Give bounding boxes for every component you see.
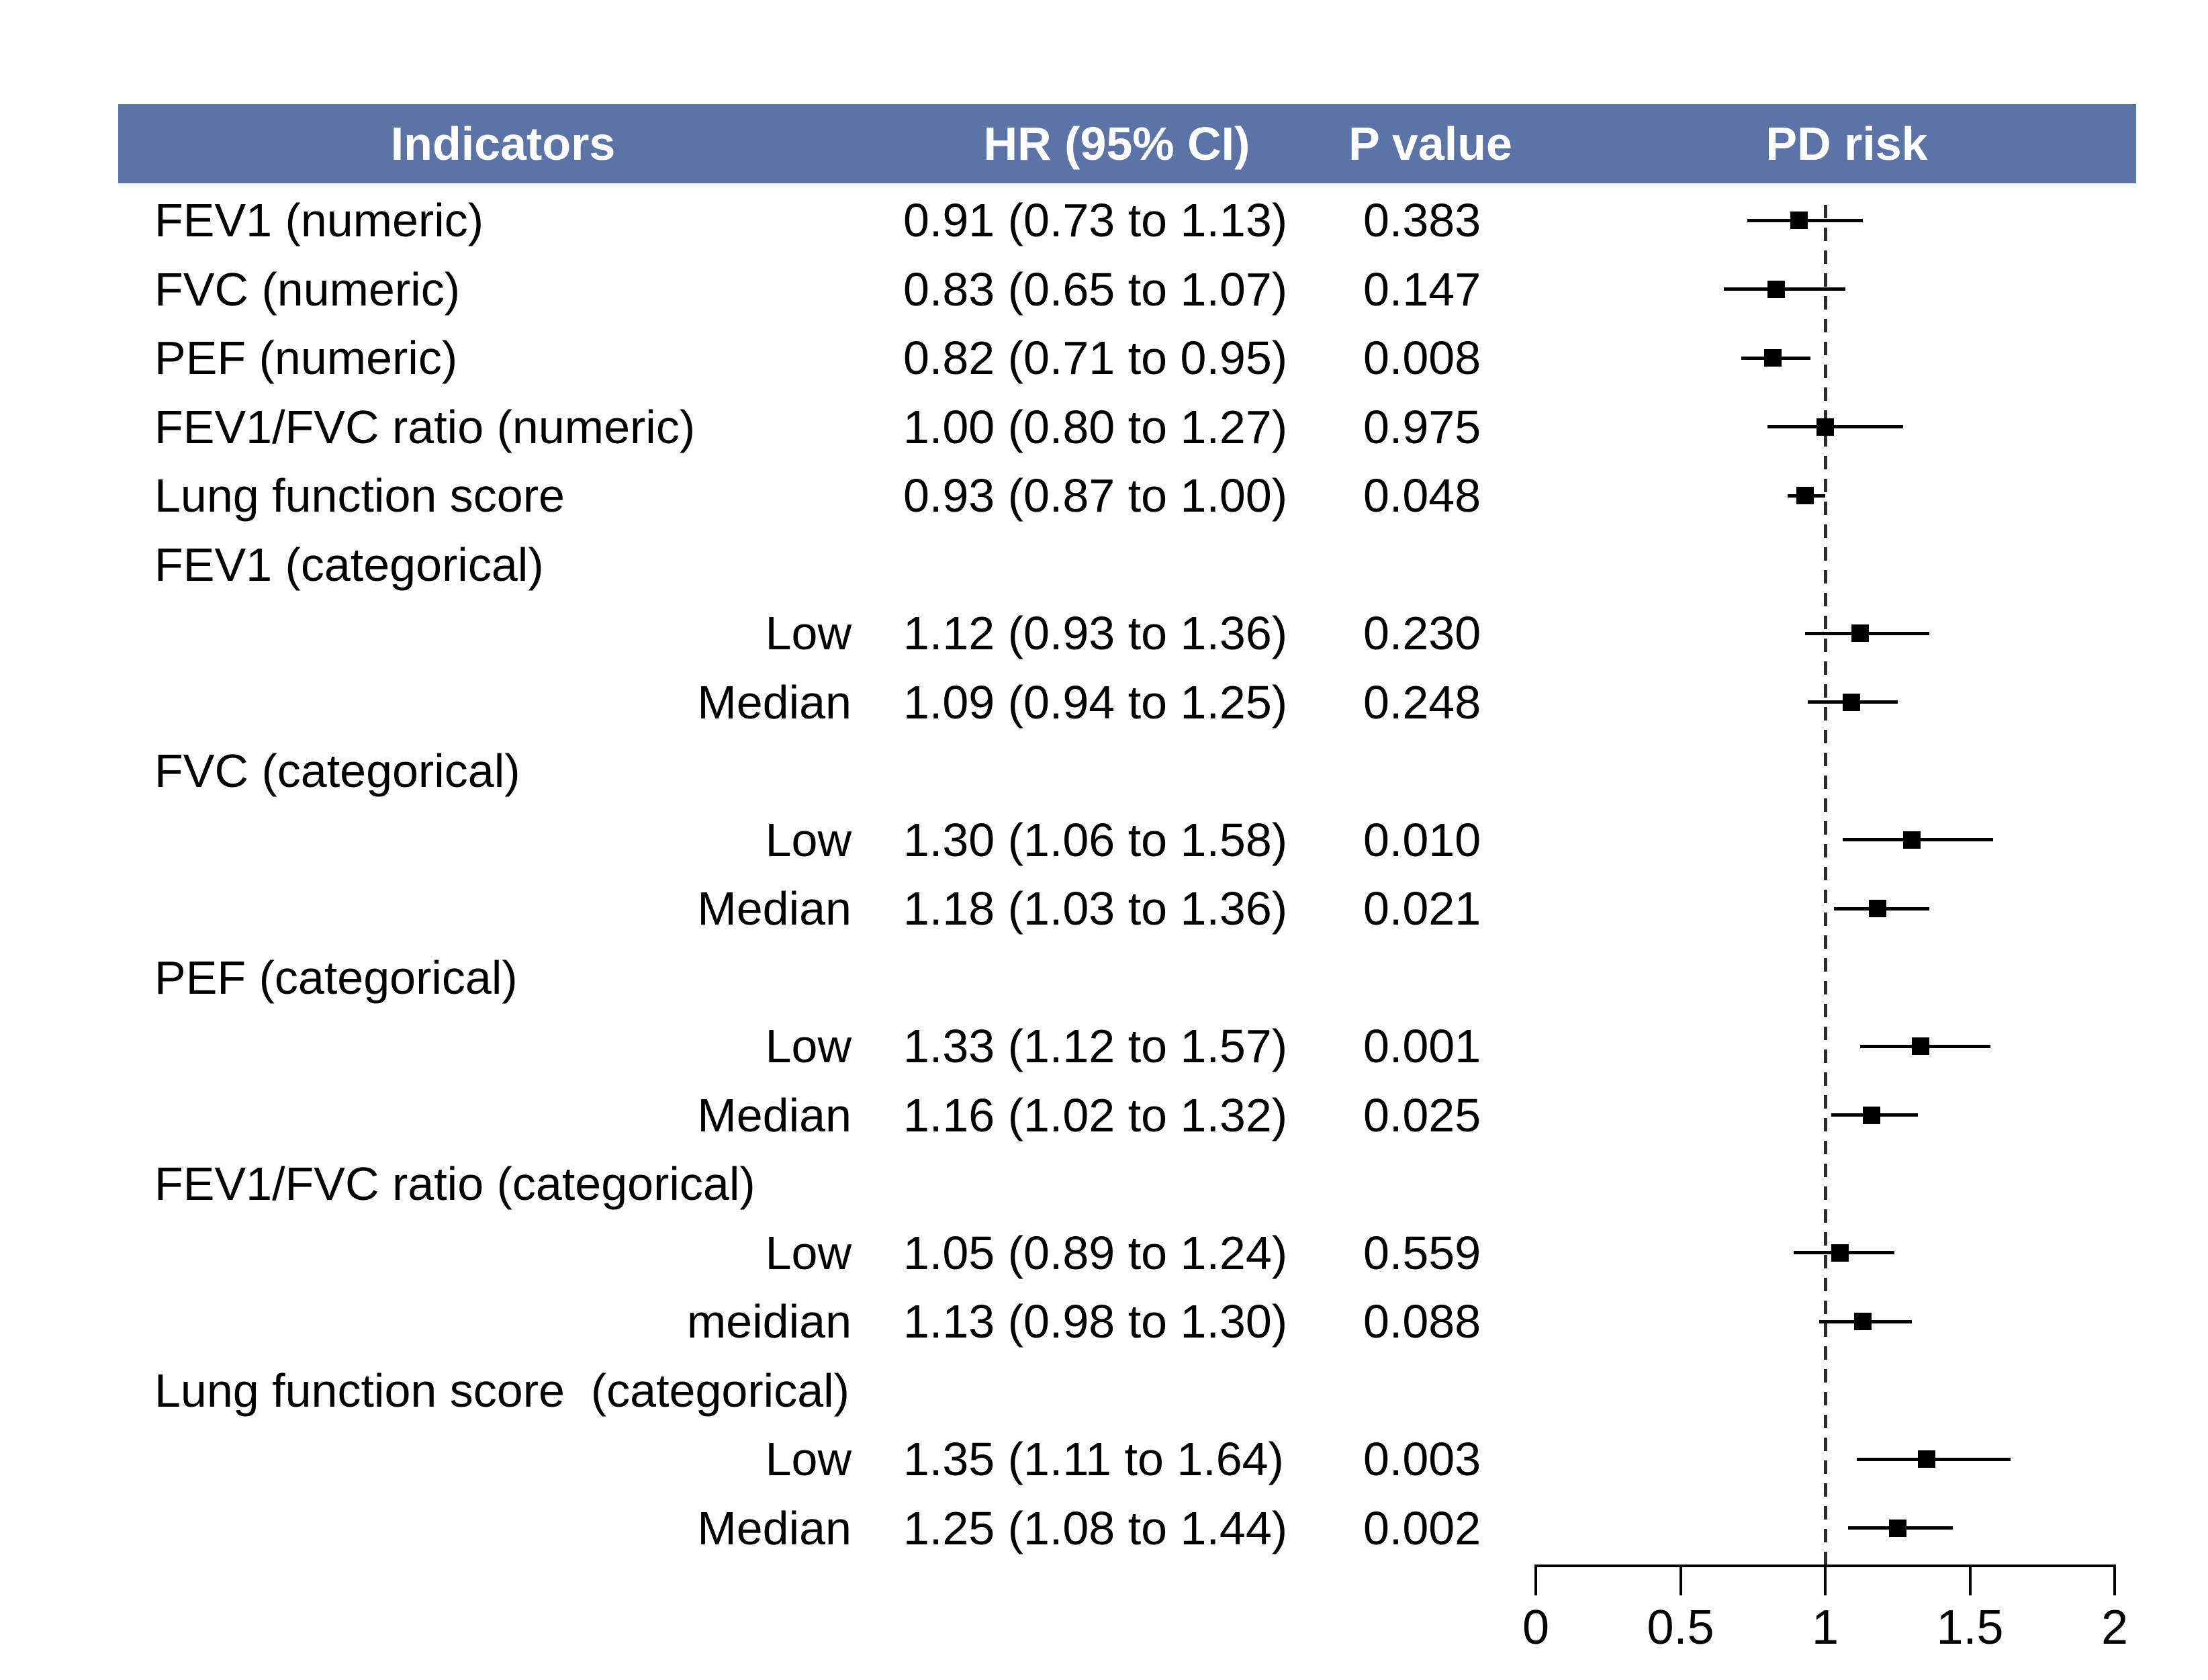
subgroup-label: Median — [697, 1088, 852, 1141]
p-value: 0.147 — [1363, 263, 1481, 316]
hr-ci-value: 0.91 (0.73 to 1.13) — [903, 194, 1288, 246]
hr-ci-value: 1.35 (1.11 to 1.64) — [903, 1433, 1284, 1485]
hr-marker — [1767, 280, 1785, 298]
subgroup-label: Low — [765, 1020, 852, 1072]
p-value: 0.021 — [1363, 882, 1481, 935]
subgroup-label: meidian — [686, 1295, 852, 1348]
reference-line — [1823, 205, 1827, 1565]
p-value: 0.010 — [1363, 813, 1481, 866]
hr-ci-value: 1.33 (1.12 to 1.57) — [903, 1020, 1288, 1072]
axis-tick — [2113, 1565, 2116, 1595]
hr-marker — [1831, 1244, 1849, 1262]
p-value: 0.975 — [1363, 400, 1481, 453]
hr-marker — [1816, 418, 1834, 436]
indicator-group-label: Lung function score (categorical) — [154, 1364, 849, 1417]
indicator-group-label: FEV1 (categorical) — [154, 538, 544, 591]
hr-ci-value: 1.18 (1.03 to 1.36) — [903, 882, 1288, 935]
table-header-bar: Indicators HR (95% CI) P value PD risk — [118, 104, 2136, 183]
p-value: 0.088 — [1363, 1295, 1481, 1348]
p-value: 0.230 — [1363, 607, 1481, 659]
p-value: 0.001 — [1363, 1020, 1481, 1072]
hr-ci-value: 1.05 (0.89 to 1.24) — [903, 1226, 1288, 1279]
axis-tick — [1824, 1565, 1827, 1595]
indicator-label: FEV1/FVC ratio (numeric) — [154, 400, 696, 453]
hr-marker — [1796, 487, 1814, 504]
hr-ci-value: 0.82 (0.71 to 0.95) — [903, 332, 1288, 384]
indicator-group-label: PEF (categorical) — [154, 951, 518, 1004]
hr-marker — [1854, 1313, 1872, 1330]
p-value: 0.008 — [1363, 332, 1481, 384]
column-header-pd-risk: PD risk — [1765, 118, 1928, 170]
hr-marker — [1888, 1519, 1906, 1537]
hr-ci-value: 0.93 (0.87 to 1.00) — [903, 469, 1288, 522]
indicator-label: PEF (numeric) — [154, 332, 458, 384]
hr-marker — [1903, 831, 1921, 849]
indicator-label: FEV1 (numeric) — [154, 194, 484, 246]
axis-tick-label: 2 — [2101, 1601, 2129, 1654]
hr-ci-value: 1.16 (1.02 to 1.32) — [903, 1088, 1288, 1141]
ci-line — [1767, 425, 1904, 428]
column-header-indicators: Indicators — [390, 118, 616, 170]
p-value: 0.048 — [1363, 469, 1481, 522]
hr-ci-value: 0.83 (0.65 to 1.07) — [903, 263, 1288, 316]
subgroup-label: Low — [765, 607, 852, 659]
axis-tick-label: 0.5 — [1647, 1601, 1714, 1654]
p-value: 0.025 — [1363, 1088, 1481, 1141]
hr-marker — [1912, 1037, 1930, 1055]
hr-marker — [1764, 349, 1782, 367]
indicator-group-label: FVC (categorical) — [154, 745, 520, 797]
axis-tick-label: 1 — [1811, 1601, 1839, 1654]
axis-tick — [1534, 1565, 1537, 1595]
hr-marker — [1868, 900, 1886, 917]
subgroup-label: Median — [697, 675, 852, 729]
subgroup-label: Low — [765, 813, 852, 866]
hr-ci-value: 1.09 (0.94 to 1.25) — [903, 675, 1288, 729]
subgroup-label: Low — [765, 1226, 852, 1279]
p-value: 0.383 — [1363, 194, 1481, 246]
hr-marker — [1851, 624, 1869, 642]
hr-ci-value: 1.13 (0.98 to 1.30) — [903, 1295, 1288, 1348]
column-header-p-value: P value — [1348, 118, 1512, 170]
hr-marker — [1917, 1450, 1935, 1468]
indicator-label: Lung function score — [154, 469, 565, 522]
indicator-label: FVC (numeric) — [154, 263, 461, 316]
hr-marker — [1862, 1106, 1880, 1124]
p-value: 0.248 — [1363, 675, 1481, 729]
column-header-hr-ci: HR (95% CI) — [983, 118, 1250, 170]
subgroup-label: Low — [765, 1433, 852, 1485]
axis-tick-label: 1.5 — [1936, 1601, 2004, 1654]
hr-marker — [1842, 693, 1860, 711]
hr-ci-value: 1.00 (0.80 to 1.27) — [903, 400, 1288, 453]
p-value: 0.003 — [1363, 1433, 1481, 1485]
subgroup-label: Median — [697, 1501, 852, 1554]
axis-tick-label: 0 — [1522, 1601, 1550, 1654]
p-value: 0.559 — [1363, 1226, 1481, 1279]
hr-ci-value: 1.30 (1.06 to 1.58) — [903, 813, 1288, 866]
axis-tick — [1679, 1565, 1682, 1595]
axis-tick — [1968, 1565, 1972, 1595]
hr-marker — [1790, 212, 1808, 229]
hr-ci-value: 1.25 (1.08 to 1.44) — [903, 1501, 1288, 1554]
hr-ci-value: 1.12 (0.93 to 1.36) — [903, 607, 1288, 659]
p-value: 0.002 — [1363, 1501, 1481, 1554]
subgroup-label: Median — [697, 882, 852, 935]
indicator-group-label: FEV1/FVC ratio (categorical) — [154, 1158, 755, 1210]
